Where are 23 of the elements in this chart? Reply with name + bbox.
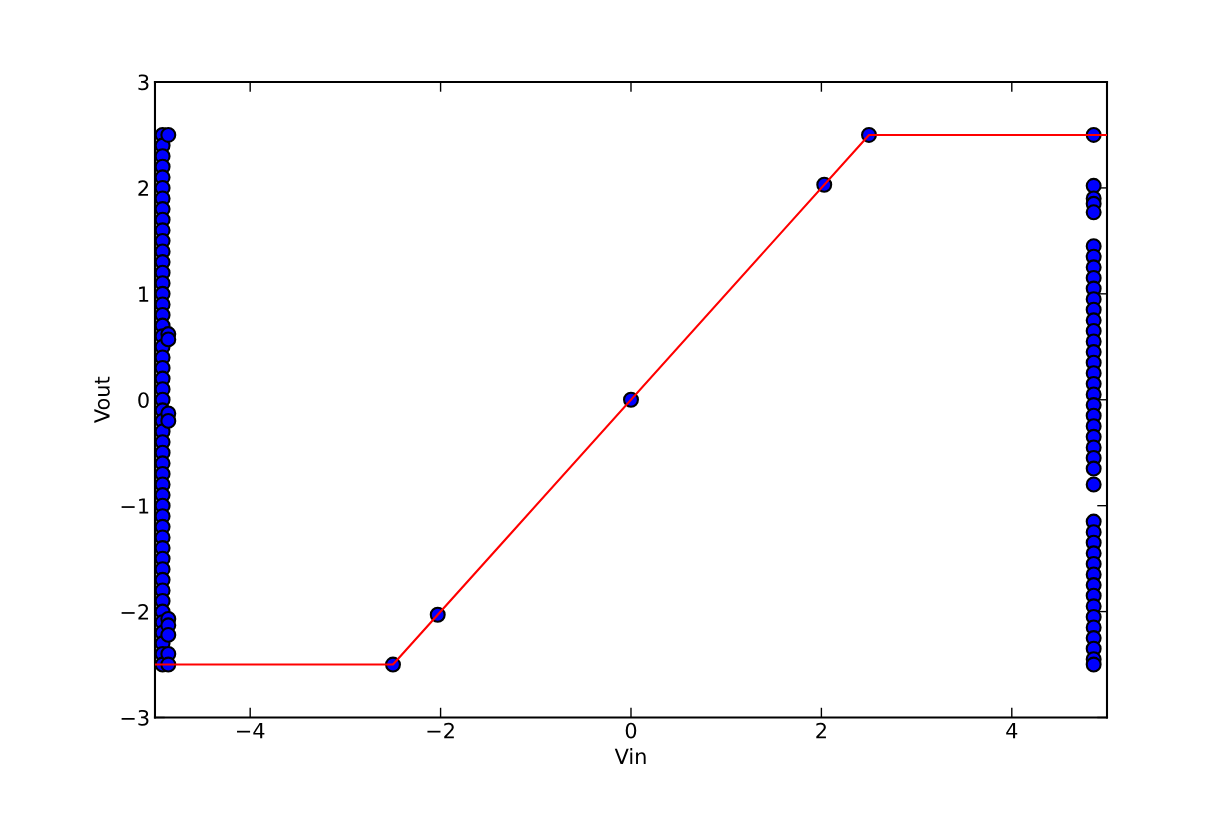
point — [1085, 177, 1102, 194]
y-tick-label: −3 — [121, 709, 149, 726]
y-tick-label: −1 — [121, 498, 149, 514]
x-tick-label: −2 — [427, 722, 454, 739]
y-axis-title: Vout — [94, 376, 110, 423]
x-axis-title: Vin — [614, 748, 646, 764]
point — [160, 331, 177, 348]
point — [160, 626, 177, 643]
y-tick-label: 0 — [138, 392, 149, 408]
x-tick-label: 2 — [816, 722, 826, 739]
point — [1085, 476, 1102, 493]
x-tick-label: 0 — [625, 722, 637, 739]
x-tick-label: 4 — [1006, 723, 1018, 739]
point — [1085, 460, 1102, 477]
point — [1085, 204, 1102, 221]
x-tick-label: −4 — [237, 723, 265, 739]
point — [160, 126, 177, 143]
point — [160, 412, 177, 429]
y-tick-label: 1 — [139, 286, 149, 302]
y-tick-label: 3 — [138, 74, 149, 91]
y-tick-label: −2 — [121, 604, 149, 620]
y-tick-label: 2 — [138, 180, 149, 196]
point — [1085, 656, 1102, 673]
